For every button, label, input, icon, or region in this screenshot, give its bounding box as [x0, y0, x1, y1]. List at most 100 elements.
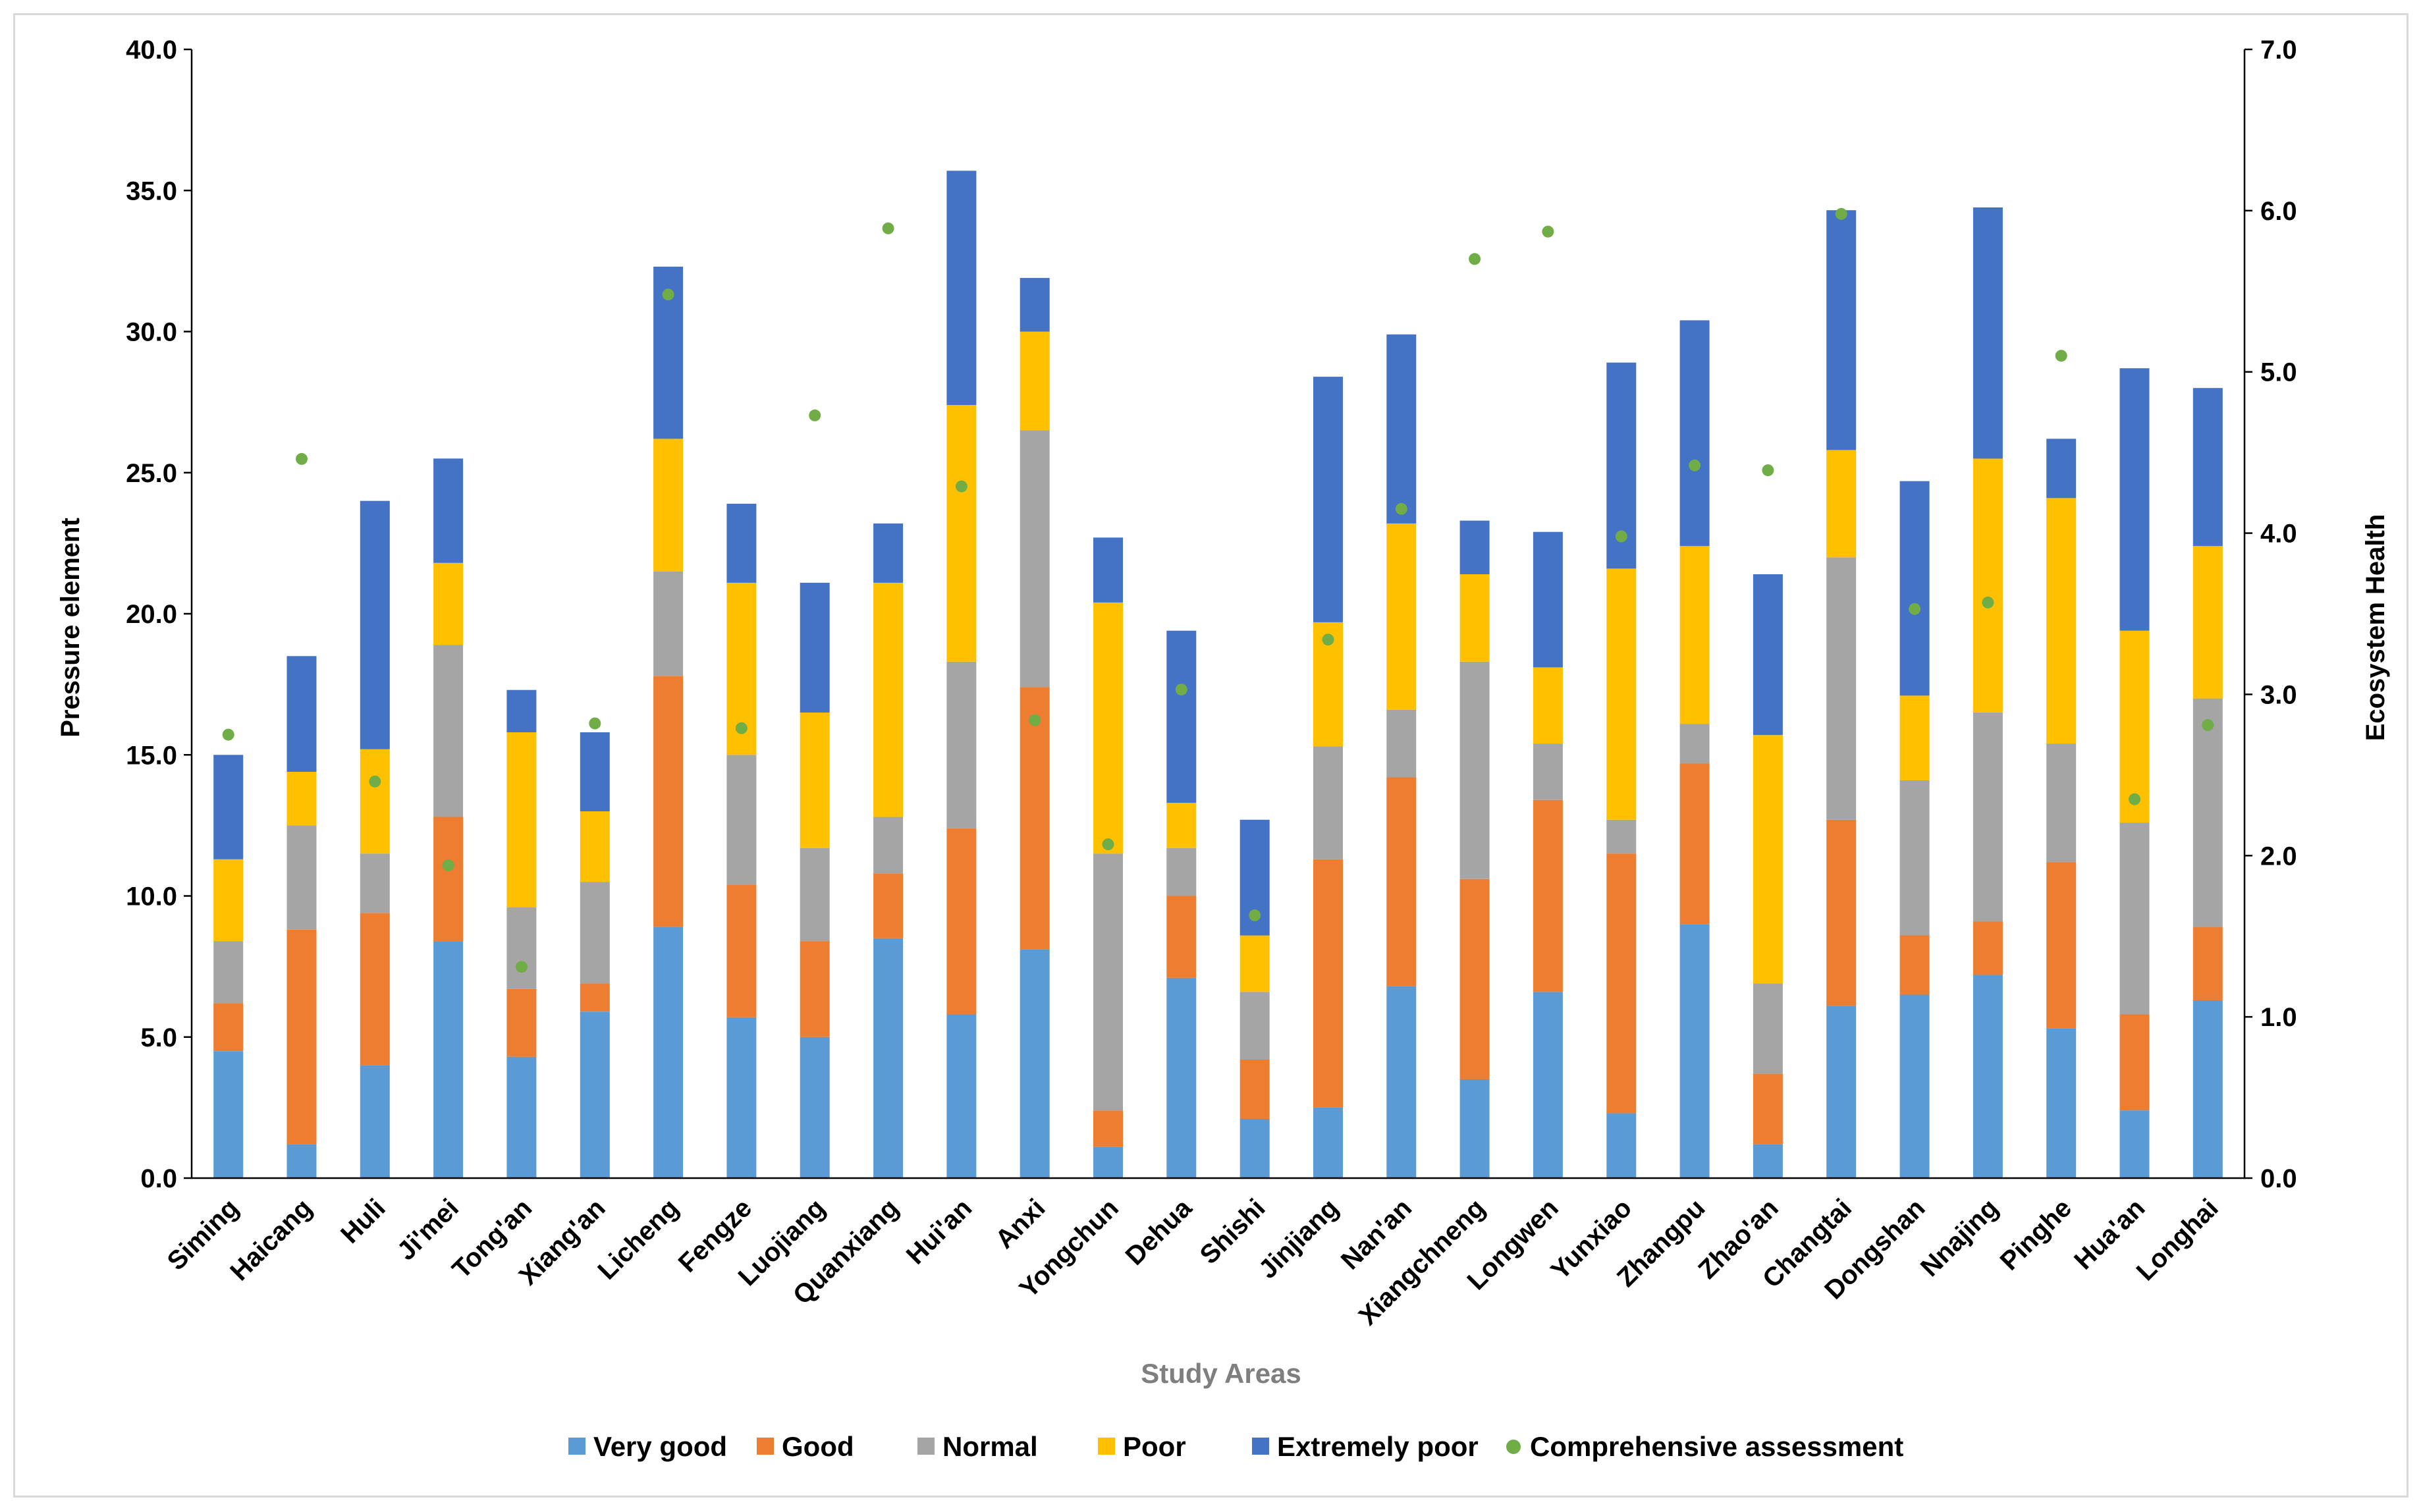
- bar-segment-very-good: [873, 938, 904, 1178]
- bar-segment-extremely-poor: [1973, 207, 2003, 459]
- bar-segment-very-good: [1606, 1113, 1637, 1178]
- category-label: Dehua: [1120, 1193, 1198, 1271]
- bar-segment-good: [1093, 1110, 1123, 1147]
- y-tick-label: 5.0: [140, 1023, 177, 1052]
- legend-label-good: Good: [782, 1431, 854, 1462]
- bar-segment-poor: [213, 859, 244, 942]
- bar-segment-good: [1459, 878, 1490, 1079]
- bar-segment-poor: [946, 404, 977, 662]
- bar-segment-normal: [2119, 823, 2150, 1015]
- assessment-point: [1249, 909, 1261, 921]
- assessment-point: [1909, 603, 1921, 615]
- assessment-point: [1395, 502, 1407, 515]
- bar-segment-poor: [580, 811, 610, 882]
- bar-segment-good: [726, 884, 757, 1017]
- category-label: Ji'mei: [392, 1193, 464, 1266]
- bar-segment-good: [1606, 853, 1637, 1114]
- bar-segment-good: [946, 828, 977, 1015]
- category-label: Jinjiang: [1253, 1193, 1344, 1284]
- bar-segment-poor: [1606, 568, 1637, 820]
- bar-segment-extremely-poor: [1313, 377, 1343, 622]
- assessment-point: [222, 728, 234, 741]
- bar-segment-very-good: [1459, 1079, 1490, 1178]
- bar-segment-very-good: [433, 941, 464, 1178]
- legend-swatch-comprehensive-assessment: [1506, 1440, 1521, 1454]
- category-label: Anxi: [990, 1193, 1050, 1254]
- bar-segment-very-good: [580, 1012, 610, 1178]
- bar-segment-extremely-poor: [2046, 439, 2077, 499]
- legend-swatch-very-good: [568, 1438, 585, 1455]
- y2-tick-label: 5.0: [2260, 358, 2297, 387]
- bar-segment-extremely-poor: [1093, 537, 1123, 603]
- bar-segment-good: [1313, 859, 1343, 1108]
- bar-segment-good: [1239, 1060, 1270, 1119]
- legend-swatch-normal: [917, 1438, 935, 1455]
- bar-segment-normal: [580, 882, 610, 984]
- legend: Very good Good Normal Poor Extremely poor Com…: [568, 1431, 1903, 1462]
- bar-segment-normal: [506, 907, 537, 989]
- bars-layer: [213, 171, 2223, 1179]
- bar-segment-normal: [1606, 819, 1637, 854]
- bar-segment-poor: [800, 713, 830, 848]
- bar-segment-very-good: [726, 1017, 757, 1178]
- bar-segment-very-good: [286, 1144, 317, 1178]
- bar-segment-extremely-poor: [1899, 481, 1930, 696]
- bar-segment-very-good: [946, 1014, 977, 1178]
- bar-segment-normal: [1533, 743, 1563, 800]
- legend-label-normal: Normal: [942, 1431, 1038, 1462]
- bar-segment-extremely-poor: [873, 523, 904, 583]
- bar-segment-good: [2046, 862, 2077, 1029]
- bar-segment-poor: [1679, 546, 1710, 724]
- bar-segment-good: [360, 913, 390, 1066]
- bar-segment-very-good: [2119, 1110, 2150, 1178]
- y2-tick-label: 3.0: [2260, 680, 2297, 709]
- bar-segment-good: [1973, 921, 2003, 975]
- bar-segment-normal: [433, 645, 464, 817]
- category-label: Huli: [335, 1193, 391, 1249]
- bar-segment-extremely-poor: [2119, 368, 2150, 631]
- bar-segment-extremely-poor: [286, 656, 317, 772]
- bar-segment-extremely-poor: [360, 500, 390, 749]
- bar-segment-very-good: [1826, 1006, 1857, 1178]
- category-label: Hui'an: [901, 1193, 977, 1270]
- bar-segment-very-good: [2192, 1000, 2223, 1178]
- bar-segment-normal: [1679, 724, 1710, 764]
- bar-segment-extremely-poor: [1753, 574, 1783, 736]
- legend-label-extremely-poor: Extremely poor: [1277, 1431, 1479, 1462]
- bar-segment-normal: [873, 817, 904, 874]
- bar-segment-poor: [653, 439, 684, 572]
- bar-segment-poor: [1239, 935, 1270, 992]
- bar-segment-extremely-poor: [506, 689, 537, 732]
- assessment-point: [1835, 207, 1847, 220]
- bar-segment-good: [286, 929, 317, 1145]
- bar-segment-extremely-poor: [1166, 630, 1197, 803]
- bar-segment-normal: [1459, 661, 1490, 879]
- bar-segment-very-good: [506, 1056, 537, 1178]
- bar-segment-extremely-poor: [580, 732, 610, 811]
- bar-segment-very-good: [1313, 1107, 1343, 1178]
- bar-segment-extremely-poor: [1826, 210, 1857, 450]
- bar-segment-poor: [506, 732, 537, 907]
- bar-segment-poor: [1166, 803, 1197, 848]
- bar-segment-extremely-poor: [2192, 388, 2223, 547]
- bar-segment-good: [1166, 896, 1197, 978]
- assessment-point: [1469, 253, 1481, 265]
- bar-segment-poor: [433, 562, 464, 645]
- bar-segment-very-good: [213, 1051, 244, 1178]
- bar-segment-very-good: [1020, 949, 1050, 1178]
- assessment-point: [1615, 530, 1627, 543]
- assessment-point: [735, 722, 748, 734]
- assessment-point: [1175, 684, 1187, 696]
- legend-swatch-poor: [1098, 1438, 1115, 1455]
- x-axis-title: Study Areas: [1141, 1358, 1301, 1389]
- y2-tick-label: 7.0: [2260, 36, 2297, 65]
- bar-segment-extremely-poor: [726, 503, 757, 583]
- assessment-point: [2055, 350, 2067, 362]
- y-tick-label: 10.0: [126, 882, 177, 911]
- y2-tick-label: 6.0: [2260, 197, 2297, 226]
- bar-segment-normal: [1239, 992, 1270, 1060]
- bar-segment-poor: [1093, 602, 1123, 854]
- category-label: Licheng: [592, 1193, 684, 1285]
- y-tick-label: 35.0: [126, 176, 177, 205]
